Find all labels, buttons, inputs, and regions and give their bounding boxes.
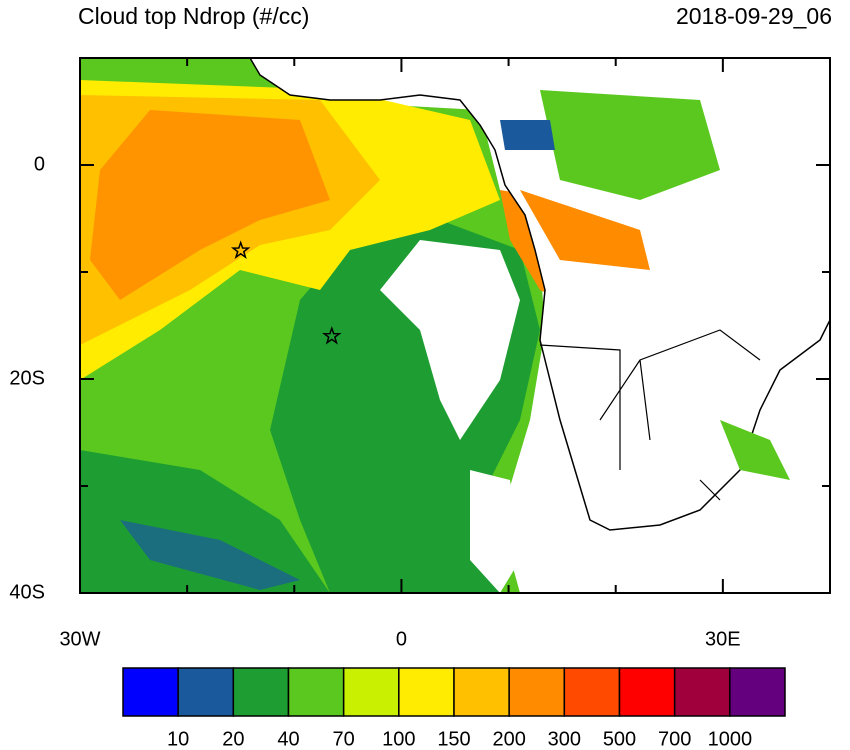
borders <box>539 329 761 501</box>
colorbar-box <box>453 667 510 717</box>
x-tick-label: 30W <box>59 628 100 650</box>
star-marker <box>230 240 251 259</box>
colorbar-box <box>563 667 621 717</box>
colorbar-label: 150 <box>437 728 470 750</box>
colorbar-label: 300 <box>548 728 581 750</box>
colorbar-box <box>508 667 566 717</box>
colorbar-label: 500 <box>603 728 636 750</box>
colorbar-label: 40 <box>277 728 299 750</box>
colorbar-box <box>398 667 455 717</box>
colorbar-box <box>618 667 676 717</box>
colorbar-box <box>673 667 731 717</box>
x-tick-label: 0 <box>396 628 407 650</box>
colorbar-box <box>287 667 345 717</box>
colorbar-box <box>729 667 786 717</box>
map-frame <box>79 57 831 594</box>
colorbar-box <box>122 667 179 717</box>
star-marker <box>322 325 342 345</box>
colorbar-label: 700 <box>658 728 691 750</box>
colorbar-label: 20 <box>222 728 244 750</box>
clear-sky-south <box>470 470 520 593</box>
cloud-land-blue <box>500 120 555 150</box>
title: Cloud top Ndrop (#/cc) <box>78 3 309 29</box>
clear-sky <box>380 240 520 440</box>
y-tick-label: 40S <box>9 581 45 603</box>
cloud-land-green <box>540 90 720 200</box>
colorbar-box <box>177 667 235 717</box>
colorbar-label: 10 <box>167 728 189 750</box>
y-tick-label: 0 <box>34 153 45 175</box>
colorbar-box <box>342 667 400 717</box>
x-tick-label: 30E <box>705 628 741 650</box>
colorbar-label: 200 <box>492 728 525 750</box>
cloud-land-orange <box>520 190 650 270</box>
colorbar-label: 70 <box>333 728 355 750</box>
colorbar-box <box>232 667 290 717</box>
colorbar-label: 100 <box>382 728 415 750</box>
map-field <box>80 58 830 593</box>
cloud-dark-green-sw <box>80 450 330 593</box>
cloud-east-green <box>720 420 790 480</box>
cloud-blue-sw <box>120 520 300 590</box>
date: 2018-09-29_06 <box>676 3 832 29</box>
colorbar-label: 1000 <box>708 728 753 750</box>
cloud-orange <box>90 110 330 300</box>
y-tick-label: 20S <box>9 367 45 389</box>
